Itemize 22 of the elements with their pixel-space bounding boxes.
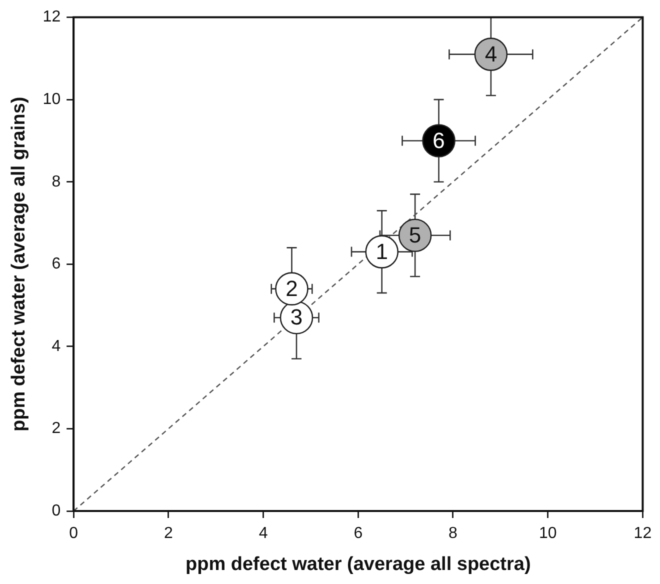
x-tick-label: 10 [538, 525, 557, 542]
x-tick-label: 8 [448, 525, 458, 542]
x-tick-label: 4 [258, 525, 268, 542]
y-tick-label: 10 [42, 90, 61, 108]
series-label: 6 [432, 128, 445, 153]
x-axis-title: ppm defect water (average all spectra) [185, 554, 531, 575]
y-tick-label: 2 [52, 420, 61, 438]
y-tick-label: 12 [42, 8, 61, 26]
x-tick-label: 6 [354, 525, 363, 542]
y-tick-label: 0 [52, 502, 61, 520]
series-label: 2 [286, 276, 298, 301]
y-axis-title: ppm defect water (average all grains) [8, 96, 30, 432]
y-tick-label: 8 [52, 173, 61, 190]
x-tick-label: 0 [69, 525, 78, 542]
x-tick-label: 2 [164, 525, 173, 542]
y-tick-label: 4 [52, 338, 61, 355]
x-tick-label: 12 [634, 525, 652, 542]
y-tick-label: 6 [52, 256, 61, 273]
series-label: 5 [408, 222, 422, 248]
series-label: 3 [290, 304, 303, 330]
series-label: 1 [376, 238, 388, 264]
series-label: 4 [484, 41, 498, 66]
